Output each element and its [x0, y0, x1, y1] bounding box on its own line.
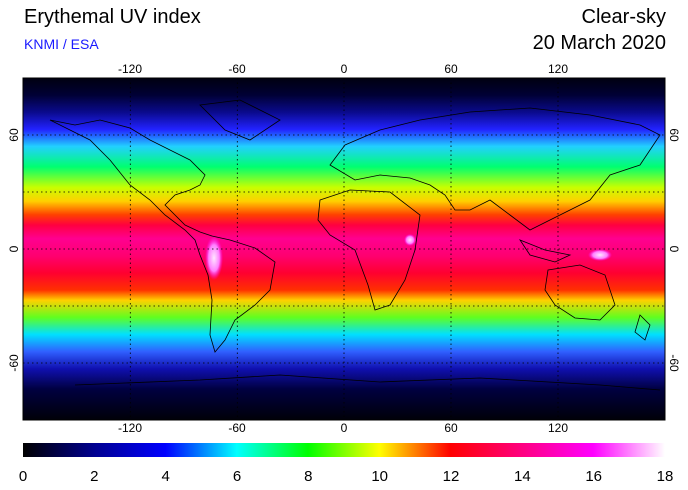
lat-label-right: 60: [667, 128, 681, 142]
greenland-coastline: [199, 99, 281, 141]
lat-label-right: -60: [667, 354, 681, 372]
lat-label-right: 0: [667, 246, 681, 253]
colorbar-tick-label: 18: [657, 468, 674, 485]
colorbar-tick-label: 10: [371, 468, 388, 485]
americas-coastline: [49, 119, 276, 353]
graticule: [23, 78, 665, 420]
lon-label-top: -60: [228, 62, 246, 76]
antarctica-coastline: [74, 374, 661, 391]
lon-label-bottom: 60: [444, 421, 458, 435]
andes-hotspot: [205, 236, 223, 280]
indonesia-coastline: [518, 239, 572, 263]
colorbar-tick-label: 12: [443, 468, 460, 485]
lon-label-bottom: -120: [118, 421, 142, 435]
new-guinea-hotspot: [588, 249, 612, 261]
date-label: 20 March 2020: [532, 32, 666, 54]
eurasia-coastline: [329, 107, 661, 231]
lon-label-top: 0: [341, 62, 348, 76]
colorbar-gradient: [23, 443, 665, 457]
chart-title: Erythemal UV index: [24, 6, 201, 28]
colorbar-tick-label: 16: [585, 468, 602, 485]
coastlines: [49, 99, 661, 391]
lon-label-top: -120: [118, 62, 142, 76]
colorbar-tick-label: 0: [19, 468, 27, 485]
map-frame: [22, 77, 666, 421]
lat-label-left: 60: [7, 128, 21, 142]
colorbar-tick-label: 14: [514, 468, 531, 485]
colorbar-tick-label: 8: [304, 468, 312, 485]
lat-label-left: -60: [7, 354, 21, 372]
east-africa-hotspot: [404, 234, 416, 246]
colorbar-tick-label: 6: [233, 468, 241, 485]
map-ticks: -120 -120 -60 -60 0 0 60 60 120 120 60 60 0 0 -60 -60: [7, 62, 681, 435]
colorbar-tick-label: 4: [161, 468, 169, 485]
data-credit: KNMI / ESA: [24, 36, 99, 52]
lon-label-bottom: -60: [228, 421, 246, 435]
lat-label-left: 0: [7, 245, 21, 252]
africa-coastline: [317, 189, 421, 311]
new-zealand-coastline: [634, 314, 651, 341]
australia-coastline: [544, 264, 616, 321]
colorbar-labels: 0 2 4 6 8 10 12 14 16 18: [19, 468, 674, 485]
lon-label-top: 60: [444, 62, 458, 76]
lon-label-bottom: 0: [341, 421, 348, 435]
lon-label-top: 120: [548, 62, 568, 76]
lon-label-bottom: 120: [548, 421, 568, 435]
colorbar-tick-label: 2: [90, 468, 98, 485]
sky-mode-label: Clear-sky: [581, 6, 666, 28]
